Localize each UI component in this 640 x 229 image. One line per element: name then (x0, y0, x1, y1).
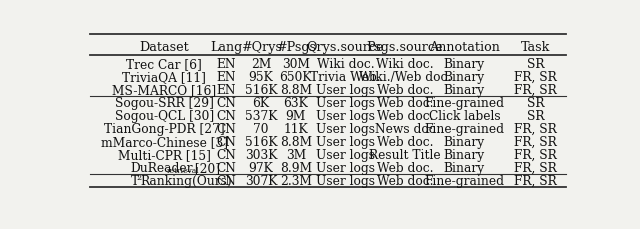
Text: retrieval: retrieval (167, 166, 200, 174)
Text: EN: EN (216, 58, 236, 71)
Text: Annotation: Annotation (429, 41, 500, 54)
Text: 6K: 6K (253, 97, 269, 110)
Text: Wiki doc.: Wiki doc. (317, 58, 374, 71)
Text: Psgs.source: Psgs.source (367, 41, 443, 54)
Text: User logs: User logs (316, 97, 375, 110)
Text: 70: 70 (253, 122, 269, 135)
Text: Fine-grained: Fine-grained (424, 97, 504, 110)
Text: Wiki doc.: Wiki doc. (376, 58, 434, 71)
Text: 2M: 2M (251, 58, 271, 71)
Text: 8.9M: 8.9M (280, 161, 312, 174)
Text: 303K: 303K (245, 148, 277, 161)
Text: 11K: 11K (284, 122, 308, 135)
Text: 8.8M: 8.8M (280, 135, 312, 148)
Text: Binary: Binary (444, 135, 485, 148)
Text: User logs: User logs (316, 161, 375, 174)
Text: SR: SR (527, 109, 544, 123)
Text: Result Title: Result Title (369, 148, 441, 161)
Text: Web doc.: Web doc. (376, 135, 433, 148)
Text: CN: CN (216, 161, 236, 174)
Text: CN: CN (216, 97, 236, 110)
Text: Web doc.: Web doc. (376, 84, 433, 97)
Text: News doc: News doc (374, 122, 435, 135)
Text: Sogou-SRR [29]: Sogou-SRR [29] (115, 97, 214, 110)
Text: Binary: Binary (444, 58, 485, 71)
Text: User logs: User logs (316, 122, 375, 135)
Text: User logs: User logs (316, 109, 375, 123)
Text: User logs: User logs (316, 174, 375, 187)
Text: Trivia Web.: Trivia Web. (310, 71, 381, 84)
Text: 95K: 95K (249, 71, 273, 84)
Text: Lang: Lang (210, 41, 243, 54)
Text: TianGong-PDR [27]: TianGong-PDR [27] (104, 122, 225, 135)
Text: SR: SR (527, 97, 544, 110)
Text: CN: CN (216, 109, 236, 123)
Text: FR, SR: FR, SR (514, 135, 557, 148)
Text: Trec Car [6]: Trec Car [6] (127, 58, 202, 71)
Text: Fine-grained: Fine-grained (424, 122, 504, 135)
Text: 516K: 516K (244, 135, 277, 148)
Text: DuReader: DuReader (131, 161, 193, 174)
Text: 97K: 97K (249, 161, 273, 174)
Text: Binary: Binary (444, 71, 485, 84)
Text: 8.8M: 8.8M (280, 84, 312, 97)
Text: 307K: 307K (245, 174, 277, 187)
Text: FR, SR: FR, SR (514, 148, 557, 161)
Text: FR, SR: FR, SR (514, 161, 557, 174)
Text: Wiki./Web doc.: Wiki./Web doc. (359, 71, 451, 84)
Text: #Qrys: #Qrys (241, 41, 282, 54)
Text: 9M: 9M (285, 109, 306, 123)
Text: Task: Task (521, 41, 550, 54)
Text: MS-MARCO [16]: MS-MARCO [16] (112, 84, 216, 97)
Text: T: T (131, 174, 139, 187)
Text: 2: 2 (136, 173, 141, 181)
Text: Binary: Binary (444, 161, 485, 174)
Text: Binary: Binary (444, 148, 485, 161)
Text: 537K: 537K (245, 109, 277, 123)
Text: Click labels: Click labels (429, 109, 500, 123)
Text: EN: EN (216, 71, 236, 84)
Text: Ranking(Ours): Ranking(Ours) (140, 174, 232, 187)
Text: Web doc.: Web doc. (376, 161, 433, 174)
Text: FR, SR: FR, SR (514, 122, 557, 135)
Text: 516K: 516K (244, 84, 277, 97)
Text: 2.3M: 2.3M (280, 174, 312, 187)
Text: User logs: User logs (316, 148, 375, 161)
Text: CN: CN (216, 174, 236, 187)
Text: 30M: 30M (282, 58, 310, 71)
Text: mMarco-Chinese [3]: mMarco-Chinese [3] (101, 135, 228, 148)
Text: TriviaQA [11]: TriviaQA [11] (122, 71, 206, 84)
Text: Web doc.: Web doc. (376, 109, 433, 123)
Text: CN: CN (216, 135, 236, 148)
Text: CN: CN (216, 122, 236, 135)
Text: #Psgs: #Psgs (276, 41, 316, 54)
Text: Fine-grained: Fine-grained (424, 174, 504, 187)
Text: User logs: User logs (316, 84, 375, 97)
Text: FR, SR: FR, SR (514, 84, 557, 97)
Text: Web doc.: Web doc. (376, 97, 433, 110)
Text: 650K: 650K (280, 71, 312, 84)
Text: Sogou-QCL [30]: Sogou-QCL [30] (115, 109, 214, 123)
Text: [20]: [20] (191, 161, 220, 174)
Text: FR, SR: FR, SR (514, 174, 557, 187)
Text: EN: EN (216, 84, 236, 97)
Text: 3M: 3M (285, 148, 306, 161)
Text: Web doc.: Web doc. (376, 174, 433, 187)
Text: Multi-CPR [15]: Multi-CPR [15] (118, 148, 211, 161)
Text: 63K: 63K (284, 97, 308, 110)
Text: User logs: User logs (316, 135, 375, 148)
Text: Qrys.source: Qrys.source (307, 41, 384, 54)
Text: Dataset: Dataset (140, 41, 189, 54)
Text: SR: SR (527, 58, 544, 71)
Text: CN: CN (216, 148, 236, 161)
Text: FR, SR: FR, SR (514, 71, 557, 84)
Text: Binary: Binary (444, 84, 485, 97)
